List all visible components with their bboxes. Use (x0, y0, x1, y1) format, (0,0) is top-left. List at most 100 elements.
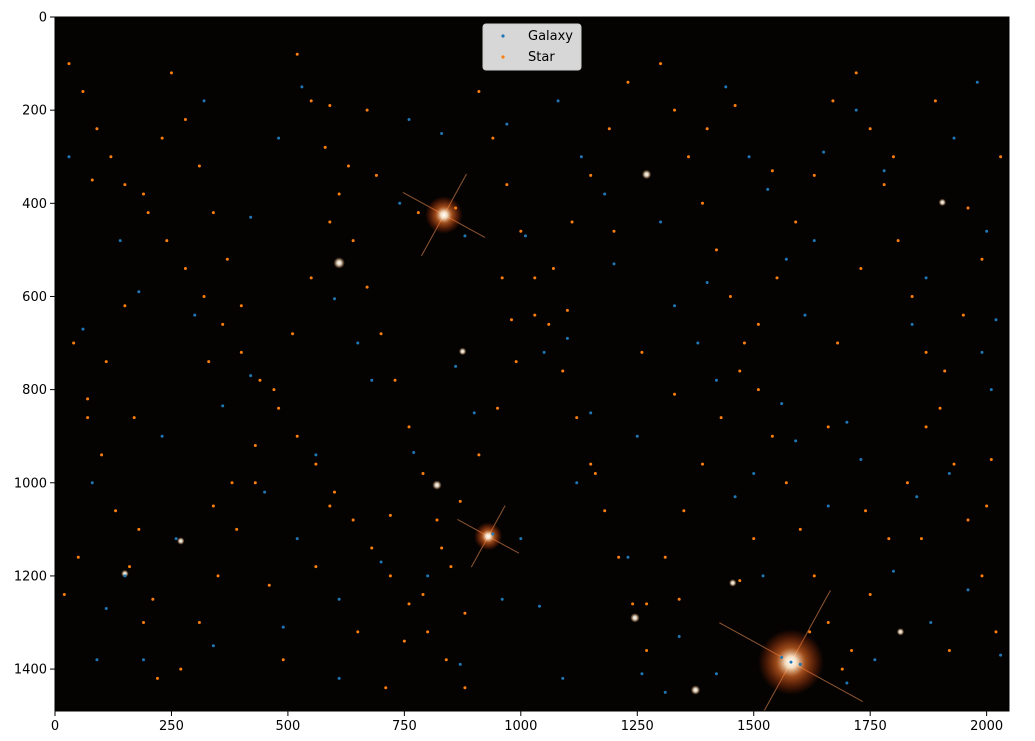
star-point (938, 406, 942, 410)
galaxy-point (873, 658, 877, 662)
star-point (351, 239, 355, 243)
star-point (109, 155, 113, 159)
bright-star (333, 257, 345, 269)
galaxy-point (379, 560, 383, 564)
bright-star-glow (641, 169, 652, 180)
star-point (533, 313, 537, 317)
star-point (738, 369, 742, 373)
star-point (416, 211, 420, 215)
star-point (551, 267, 555, 271)
y-tick-label: 600 (22, 290, 47, 305)
galaxy-point (491, 532, 495, 536)
star-point (887, 537, 891, 541)
galaxy-point (924, 276, 928, 280)
galaxy-point (635, 434, 639, 438)
galaxy-point (747, 155, 751, 159)
bright-star (690, 685, 701, 695)
bright-star-glow (333, 257, 345, 269)
star-point (202, 294, 206, 298)
legend-box (482, 23, 582, 71)
star-point (388, 574, 392, 578)
star-point (700, 462, 704, 466)
galaxy-point (794, 439, 798, 443)
y-axis: 0 200 400 600 800 1000 1200 1400 (14, 11, 55, 678)
star-point (756, 322, 760, 326)
galaxy-point (603, 192, 607, 196)
star-point (589, 462, 593, 466)
galaxy-point (985, 229, 989, 233)
star-point (356, 630, 360, 634)
galaxy-point (798, 662, 802, 666)
star-point (169, 71, 173, 75)
galaxy-point (458, 662, 462, 666)
star-point (570, 220, 574, 224)
star-point (151, 597, 155, 601)
star-point (505, 183, 509, 187)
star-point (100, 453, 104, 457)
galaxy-point (640, 672, 644, 676)
star-point (640, 350, 644, 354)
star-point (733, 103, 737, 107)
bright-star-glow (630, 613, 640, 623)
star-point (836, 341, 840, 345)
star-point (547, 322, 551, 326)
galaxy-point (854, 108, 858, 112)
star-point (868, 127, 872, 131)
star-point (351, 518, 355, 522)
star-point (891, 155, 895, 159)
star-point (933, 99, 937, 103)
galaxy-point (705, 280, 709, 284)
y-tick-label: 1400 (14, 663, 47, 678)
galaxy-point (612, 262, 616, 266)
galaxy-point (626, 555, 630, 559)
x-tick-label: 1250 (621, 719, 654, 734)
star-point (985, 504, 989, 508)
star-point (612, 229, 616, 233)
y-tick-label: 1200 (14, 569, 47, 584)
star-point (677, 597, 681, 601)
star-point (197, 164, 201, 168)
galaxy-point (407, 117, 411, 121)
star-point (67, 62, 71, 66)
galaxy-point (882, 169, 886, 173)
star-point (458, 499, 462, 503)
star-point (966, 518, 970, 522)
x-tick-label: 1750 (854, 719, 887, 734)
star-point (235, 527, 239, 531)
star-point (272, 388, 276, 392)
star-point (575, 416, 579, 420)
galaxy-point (575, 481, 579, 485)
bright-star-glow (729, 579, 737, 587)
galaxy-point (975, 80, 979, 84)
galaxy-point (677, 634, 681, 638)
star-point (826, 621, 830, 625)
star-point (72, 341, 76, 345)
galaxy-point (910, 322, 914, 326)
star-point (365, 285, 369, 289)
star-point (673, 108, 677, 112)
galaxy-point (90, 481, 94, 485)
star-point (393, 378, 397, 382)
galaxy-point (556, 99, 560, 103)
star-point (81, 90, 85, 94)
star-point (258, 378, 262, 382)
star-point (211, 504, 215, 508)
star-point (565, 308, 569, 312)
bright-star-glow (690, 685, 701, 695)
star-point (90, 178, 94, 182)
star-point (426, 630, 430, 634)
galaxy-point (263, 490, 267, 494)
star-point (328, 220, 332, 224)
star-point (421, 471, 425, 475)
star-point (714, 248, 718, 252)
star-point (905, 481, 909, 485)
star-point (738, 579, 742, 583)
star-point (123, 183, 127, 187)
star-point (477, 90, 481, 94)
star-point (267, 583, 271, 587)
galaxy-point (579, 155, 583, 159)
bright-star (457, 505, 520, 568)
star-point (882, 183, 886, 187)
bright-star-glow (177, 537, 185, 545)
galaxy-point (332, 297, 336, 301)
